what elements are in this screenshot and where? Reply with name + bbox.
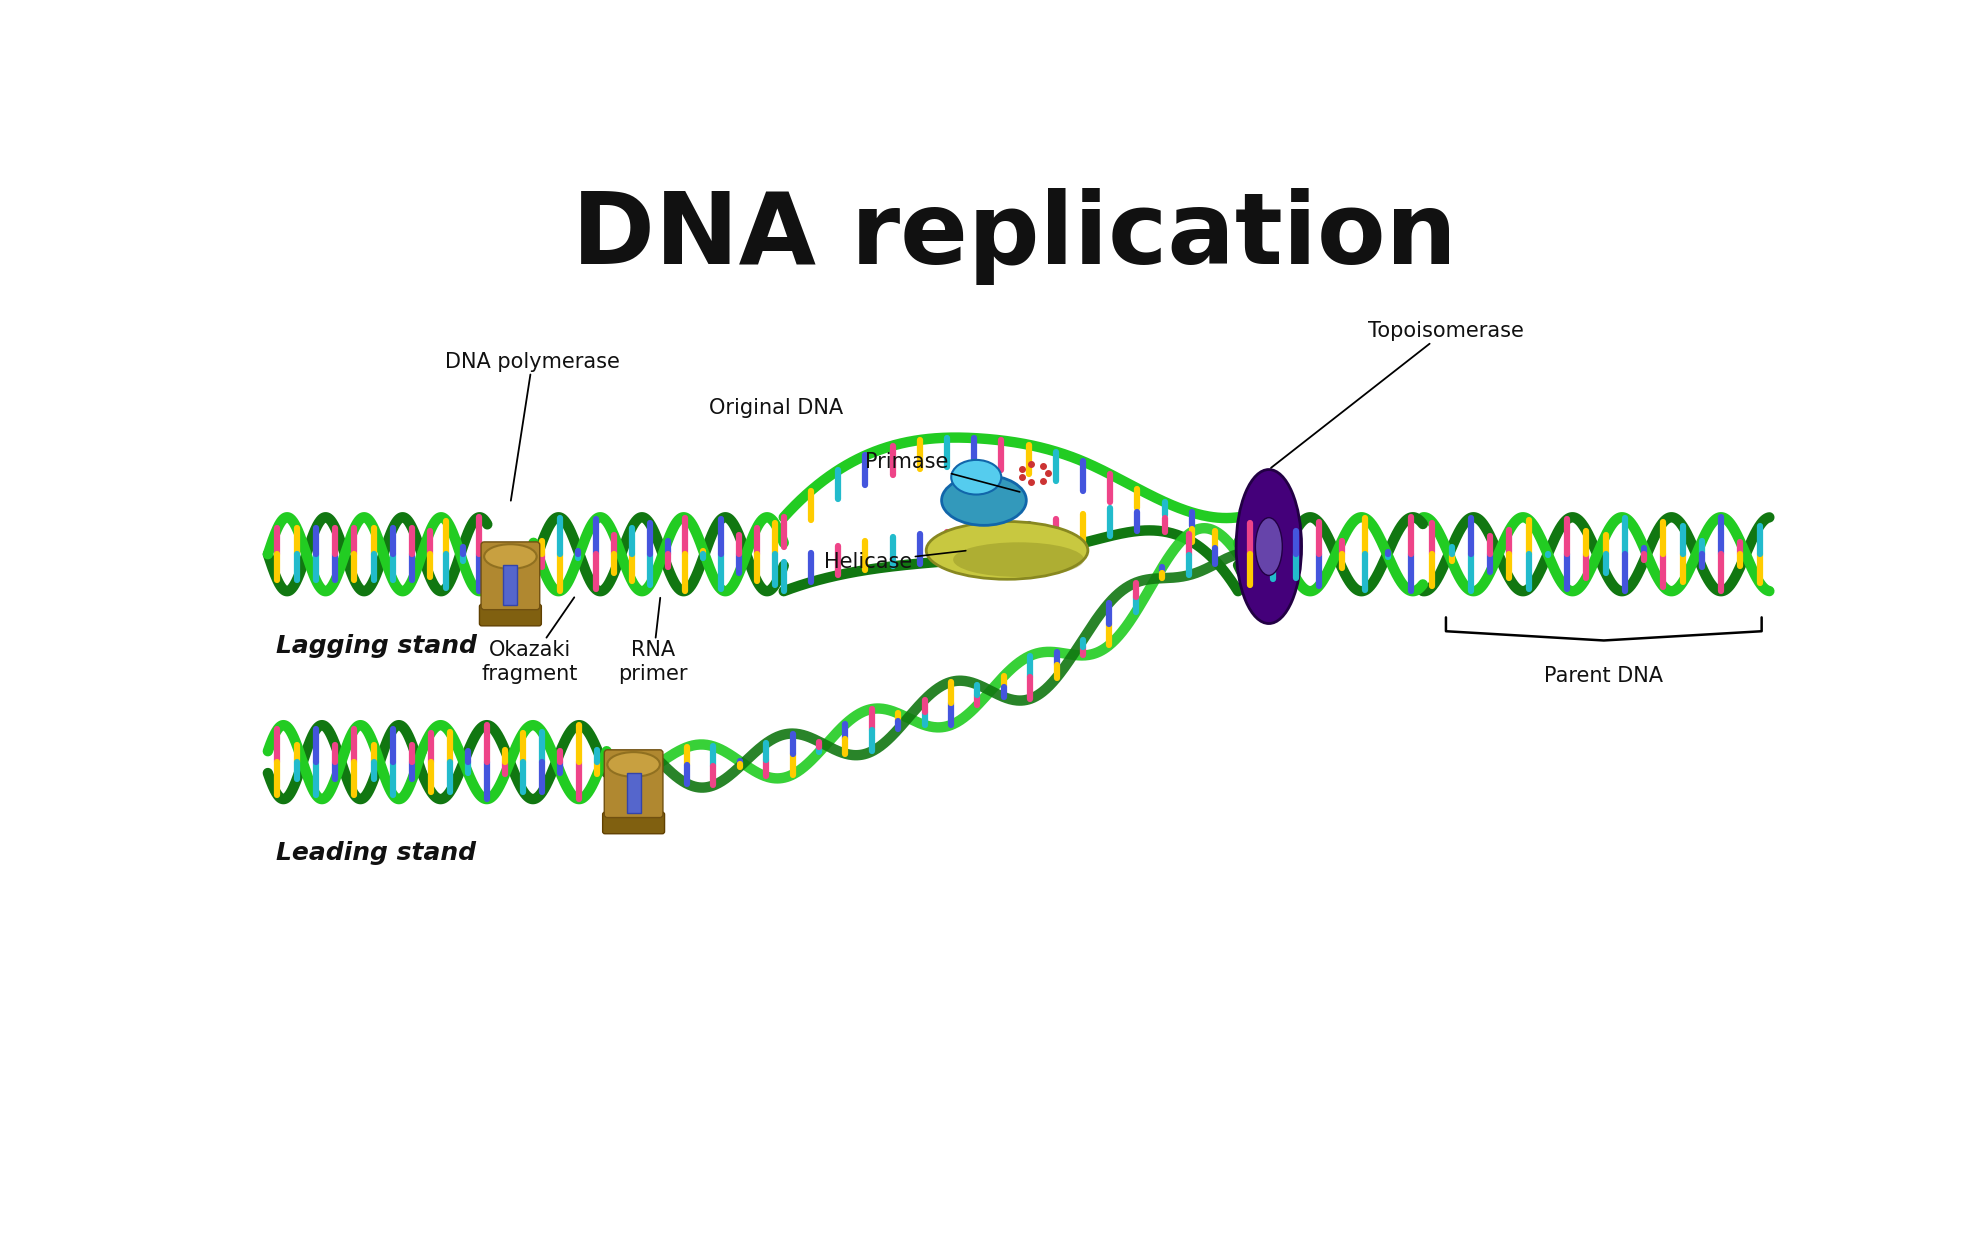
FancyBboxPatch shape [481,542,541,610]
Text: RNA
primer: RNA primer [618,597,687,684]
Bar [503,565,517,605]
Text: Okazaki
fragment: Okazaki fragment [481,597,578,684]
Ellipse shape [927,522,1087,579]
Ellipse shape [952,542,1085,576]
Ellipse shape [485,544,537,569]
Ellipse shape [1236,470,1301,623]
Ellipse shape [942,475,1026,526]
Ellipse shape [1255,517,1283,575]
FancyBboxPatch shape [479,605,541,626]
Text: DNA polymerase: DNA polymerase [446,351,620,501]
FancyBboxPatch shape [604,750,663,818]
Ellipse shape [950,460,1002,495]
Text: Lagging stand: Lagging stand [275,633,477,658]
Text: Original DNA: Original DNA [709,398,843,418]
Text: Primase: Primase [865,452,1020,492]
Ellipse shape [608,752,659,777]
FancyBboxPatch shape [602,813,665,834]
Text: Parent DNA: Parent DNA [1544,666,1663,685]
Text: Helicase: Helicase [824,550,966,571]
Text: Leading stand: Leading stand [275,841,475,866]
Text: Topoisomerase: Topoisomerase [1271,320,1525,468]
Text: DNA replication: DNA replication [572,188,1457,286]
Bar [628,773,642,813]
